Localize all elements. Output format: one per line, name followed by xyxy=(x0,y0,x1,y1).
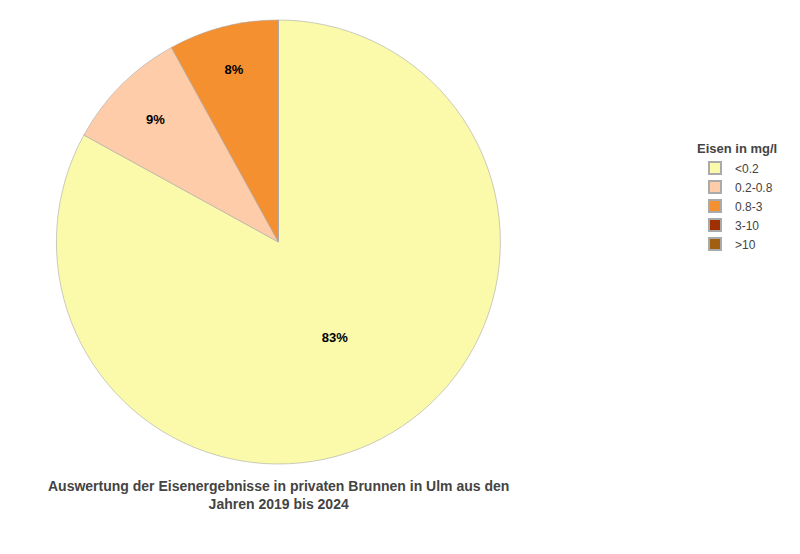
svg-text:>10: >10 xyxy=(735,238,756,252)
svg-text:0.2-0.8: 0.2-0.8 xyxy=(735,181,773,195)
svg-text:8%: 8% xyxy=(225,62,244,77)
svg-text:Eisen in mg/l: Eisen in mg/l xyxy=(697,142,777,157)
svg-text:<0.2: <0.2 xyxy=(735,162,759,176)
svg-text:Auswertung der Eisenergebnisse: Auswertung der Eisenergebnisse in privat… xyxy=(48,478,509,512)
svg-text:0.8-3: 0.8-3 xyxy=(735,200,763,214)
svg-text:83%: 83% xyxy=(322,330,348,345)
svg-text:9%: 9% xyxy=(146,112,165,127)
svg-text:3-10: 3-10 xyxy=(735,219,759,233)
